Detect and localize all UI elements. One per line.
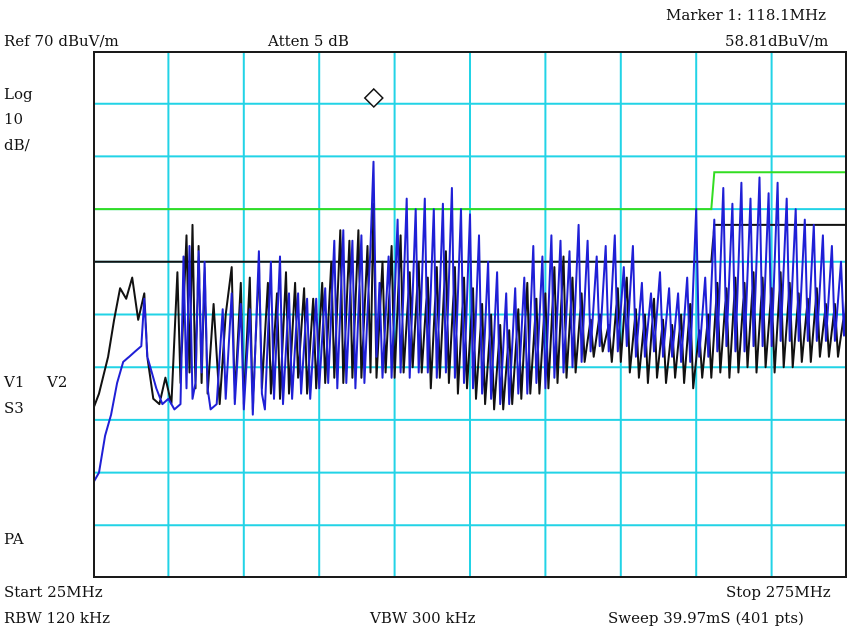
video-avg-2: V2 — [47, 373, 68, 391]
video-avg-1: V1 — [4, 373, 25, 391]
scale-mode: Log — [4, 85, 33, 103]
spectrum-display[interactable] — [93, 51, 847, 578]
sweep-state: S3 — [4, 399, 24, 417]
preamp-indicator: PA — [4, 530, 24, 548]
attenuation: Atten 5 dB — [268, 32, 349, 50]
limit-line-green — [93, 171, 847, 211]
sweep-time: Sweep 39.97mS (401 pts) — [608, 609, 804, 627]
spectrum-plot — [93, 51, 847, 578]
start-frequency: Start 25MHz — [4, 583, 103, 601]
stop-frequency: Stop 275MHz — [726, 583, 831, 601]
resolution-bandwidth: RBW 120 kHz — [4, 609, 110, 627]
plot-frame — [93, 51, 847, 578]
scale-unit: dB/ — [4, 136, 30, 154]
scale-value: 10 — [4, 110, 24, 128]
marker-diamond-icon — [363, 87, 384, 109]
ref-level: Ref 70 dBuV/m — [4, 32, 119, 50]
marker-value: 58.81dBuV/m — [725, 32, 829, 50]
marker-readout: Marker 1: 118.1MHz — [666, 6, 827, 24]
video-bandwidth: VBW 300 kHz — [370, 609, 476, 627]
trace-blue — [93, 160, 847, 484]
